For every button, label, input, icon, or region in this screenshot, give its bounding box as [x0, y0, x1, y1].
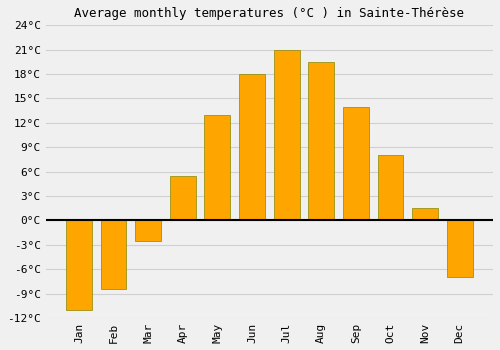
Bar: [66, 220, 92, 310]
Bar: [135, 220, 161, 241]
Bar: [100, 220, 126, 289]
Bar: [170, 176, 196, 220]
Bar: [204, 115, 231, 220]
Bar: [446, 220, 472, 277]
Bar: [274, 50, 299, 220]
Title: Average monthly temperatures (°C ) in Sainte-Thérèse: Average monthly temperatures (°C ) in Sa…: [74, 7, 464, 20]
Bar: [378, 155, 404, 220]
Bar: [308, 62, 334, 220]
Bar: [412, 208, 438, 220]
Bar: [239, 74, 265, 220]
Bar: [343, 106, 369, 220]
